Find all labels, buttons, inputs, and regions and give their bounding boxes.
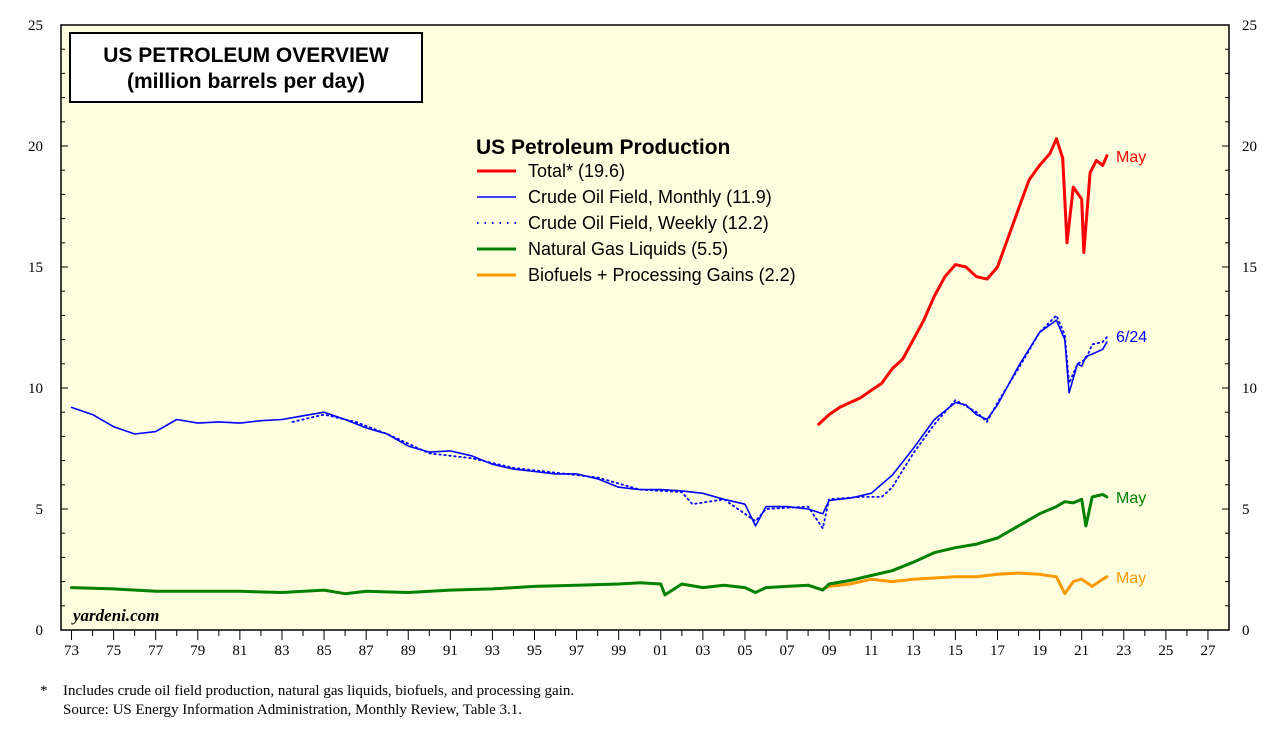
series-layer: May 6/24 May May <box>70 137 1147 597</box>
end-label-series-1: 6/24 <box>1116 329 1147 346</box>
end-label-series-0: May <box>1116 149 1146 166</box>
x-tick-label: 09 <box>822 643 837 659</box>
title-box-frame <box>69 32 423 103</box>
series-line-4 <box>821 571 1109 596</box>
end-label-series-4: May <box>1116 570 1146 587</box>
x-tick-label: 79 <box>190 643 205 659</box>
x-tick-label: 19 <box>1032 643 1047 659</box>
y-tick-label-left: 25 <box>28 18 43 34</box>
series-line-3 <box>70 493 1109 597</box>
x-tick-label: 89 <box>401 643 416 659</box>
x-tick-label: 07 <box>780 643 796 659</box>
chart-title: US PETROLEUM OVERVIEW <box>103 44 389 67</box>
x-tick-label: 77 <box>148 643 164 659</box>
y-tick-label-left: 20 <box>28 139 43 155</box>
y-tick-label-right: 25 <box>1242 18 1257 34</box>
x-tick-label: 05 <box>737 643 752 659</box>
legend-label-3: Natural Gas Liquids (5.5) <box>528 239 728 259</box>
y-tick-label-right: 5 <box>1242 502 1250 518</box>
x-tick-label: 85 <box>317 643 332 659</box>
y-tick-label-left: 5 <box>36 502 44 518</box>
x-tick-label: 03 <box>695 643 710 659</box>
y-tick-label-left: 15 <box>28 260 43 276</box>
x-tick-label: 01 <box>653 643 668 659</box>
x-tick-label: 25 <box>1158 643 1173 659</box>
x-tick-label: 13 <box>906 643 921 659</box>
x-tick-label: 23 <box>1116 643 1131 659</box>
legend-label-4: Biofuels + Processing Gains (2.2) <box>528 265 796 285</box>
legend-label-0: Total* (19.6) <box>528 161 625 181</box>
x-tick-label: 21 <box>1074 643 1089 659</box>
series-line-1 <box>70 319 1108 527</box>
x-tick-label: 99 <box>611 643 626 659</box>
credit-label: yardeni.com <box>71 606 159 625</box>
x-tick-label: 95 <box>527 643 542 659</box>
legend: US Petroleum Production Total* (19.6) Cru… <box>476 136 796 285</box>
y-tick-label-right: 15 <box>1242 260 1257 276</box>
x-tick-label: 11 <box>864 643 878 659</box>
x-tick-label: 87 <box>359 643 375 659</box>
y-tick-label-left: 0 <box>36 623 44 639</box>
y-tick-label-right: 10 <box>1242 381 1257 397</box>
x-tick-label: 27 <box>1200 643 1216 659</box>
footnote-text: Includes crude oil field production, nat… <box>63 683 575 699</box>
x-tick-label: 15 <box>948 643 963 659</box>
y-tick-label-left: 10 <box>28 381 43 397</box>
plot-background <box>60 24 1230 631</box>
series-line-0 <box>817 137 1109 426</box>
footnote-definition: * Includes crude oil field production, na… <box>40 683 574 700</box>
footnote-marker: * <box>40 683 48 699</box>
chart-subtitle: (million barrels per day) <box>127 70 365 93</box>
legend-label-2: Crude Oil Field, Weekly (12.2) <box>528 213 769 233</box>
y-tick-label-right: 0 <box>1242 623 1250 639</box>
x-tick-label: 73 <box>64 643 79 659</box>
y-tick-label-right: 20 <box>1242 139 1257 155</box>
x-tick-label: 81 <box>232 643 247 659</box>
x-tick-label: 93 <box>485 643 500 659</box>
x-tick-label: 97 <box>569 643 585 659</box>
end-label-series-3: May <box>1116 490 1146 507</box>
title-box: US PETROLEUM OVERVIEW (million barrels p… <box>69 32 423 103</box>
legend-label-1: Crude Oil Field, Monthly (11.9) <box>528 187 772 207</box>
x-tick-label: 83 <box>274 643 289 659</box>
footnote-source: Source: US Energy Information Administra… <box>63 702 523 718</box>
series-line-2 <box>291 314 1110 530</box>
legend-title: US Petroleum Production <box>476 136 730 159</box>
x-tick-label: 75 <box>106 643 121 659</box>
x-tick-label: 17 <box>990 643 1006 659</box>
x-tick-label: 91 <box>443 643 458 659</box>
